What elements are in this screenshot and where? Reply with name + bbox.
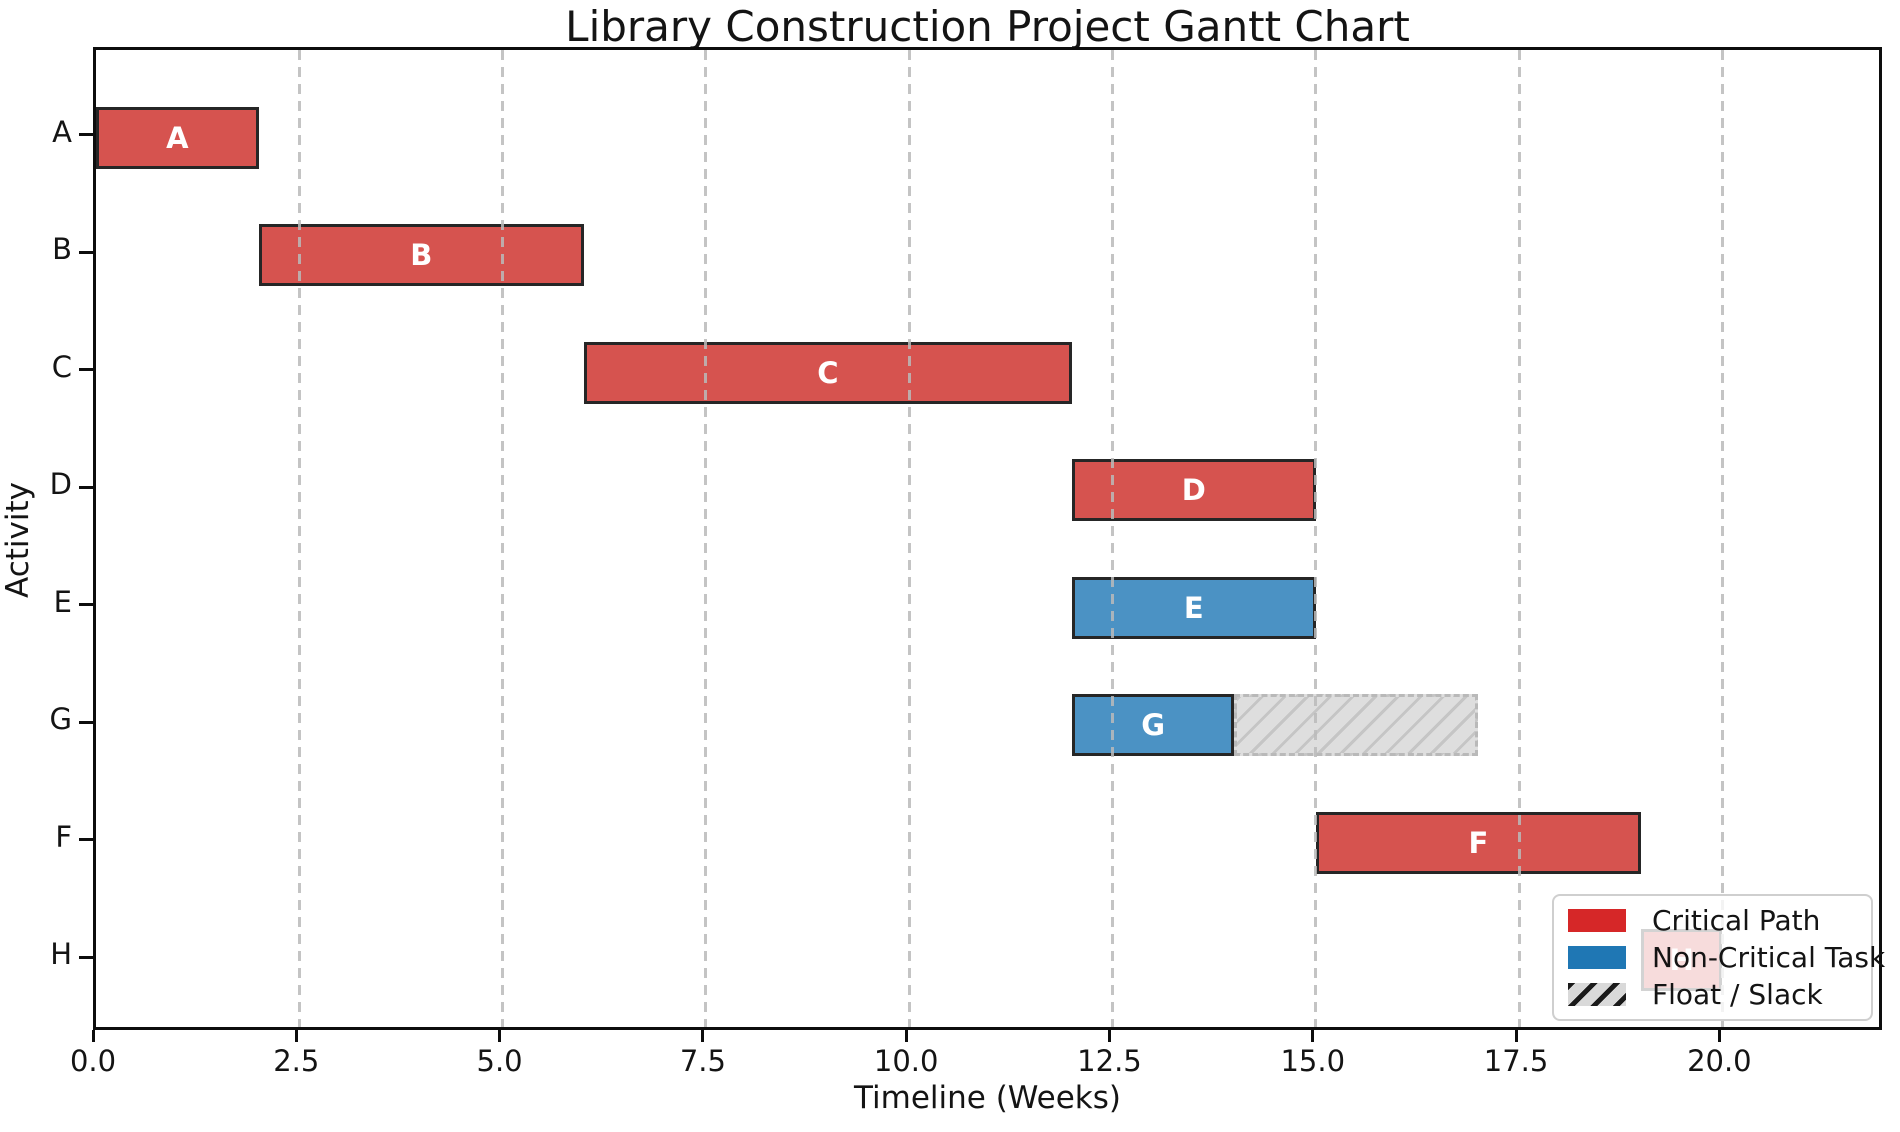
gridline-x-5.0 (501, 50, 505, 1027)
gantt-bar-a: A (96, 106, 259, 169)
gantt-bar-label: G (1141, 708, 1166, 742)
legend-item-float: Float / Slack (1554, 978, 1871, 1011)
legend-label: Non-Critical Task (1652, 941, 1886, 974)
x-tick-mark (91, 1030, 95, 1042)
x-tick-label: 12.5 (1077, 1044, 1142, 1078)
legend-label: Float / Slack (1652, 978, 1823, 1011)
gridline-x-2.5 (297, 50, 301, 1027)
critical-swatch-icon (1568, 909, 1626, 932)
gantt-bar-label: D (1181, 473, 1206, 507)
x-tick-label: 17.5 (1483, 1044, 1549, 1078)
x-tick-mark (1107, 1030, 1111, 1042)
x-tick-label: 20.0 (1687, 1044, 1752, 1078)
y-tick-mark (79, 250, 93, 254)
chart-title: Library Construction Project Gantt Chart (565, 2, 1410, 51)
x-tick-mark (904, 1030, 908, 1042)
x-tick-mark (1717, 1030, 1721, 1042)
y-tick-mark (79, 720, 93, 724)
legend-item-noncritical: Non-Critical Task (1554, 941, 1885, 974)
y-tick-mark (79, 838, 93, 841)
legend-item-critical: Critical Path (1554, 904, 1871, 937)
x-tick-label: 10.0 (873, 1044, 939, 1078)
gantt-bar-g: G (1071, 694, 1235, 756)
x-tick-label: 15.0 (1280, 1044, 1346, 1078)
x-tick-label: 2.5 (273, 1044, 320, 1078)
gantt-bar-label: F (1468, 825, 1489, 860)
x-tick-label: 7.5 (679, 1044, 726, 1078)
x-tick-label: 5.0 (476, 1044, 523, 1078)
y-tick-mark (79, 485, 93, 489)
x-tick-mark (1311, 1030, 1315, 1042)
gridline-x-7.5 (704, 50, 708, 1027)
x-tick-mark (701, 1030, 705, 1042)
legend: Critical Path Non-Critical Task Float / Sl… (1552, 894, 1885, 1021)
y-tick-label-e: E (53, 584, 72, 619)
gantt-bar-b: B (258, 224, 584, 286)
y-tick-label-h: H (50, 937, 72, 971)
gantt-bar-c: C (583, 341, 1072, 404)
gridline-x-20.0 (1720, 50, 1724, 1027)
y-tick-label-g: G (49, 702, 72, 736)
y-tick-label-b: B (52, 232, 72, 266)
y-tick-mark (79, 368, 93, 371)
gantt-bar-label: A (166, 120, 189, 155)
y-tick-label-a: A (52, 114, 72, 149)
x-tick-label: 0.0 (69, 1044, 117, 1078)
x-axis-label: Timeline (Weeks) (854, 1080, 1121, 1116)
gridline-x-12.5 (1110, 50, 1114, 1027)
gantt-bar-e: E (1071, 576, 1316, 639)
y-tick-mark (79, 133, 93, 136)
gantt-bar-label: B (410, 238, 433, 272)
gridline-x-17.5 (1517, 50, 1521, 1027)
float-slack-bar-g (1234, 694, 1479, 756)
gantt-bar-label: E (1183, 590, 1204, 625)
noncritical-swatch-icon (1568, 946, 1626, 969)
x-tick-mark (294, 1030, 298, 1042)
gantt-bar-label: C (817, 355, 839, 390)
y-axis-label: Activity (0, 482, 36, 598)
y-tick-label-c: C (51, 349, 72, 384)
y-tick-label-f: F (55, 819, 72, 854)
y-tick-mark (79, 955, 93, 959)
gridline-x-10.0 (907, 50, 911, 1027)
y-tick-label-d: D (49, 467, 72, 501)
float-swatch-icon (1568, 983, 1626, 1006)
gantt-bar-f: F (1315, 811, 1642, 874)
legend-label: Critical Path (1652, 904, 1821, 937)
gantt-bar-d: D (1071, 459, 1316, 521)
x-tick-mark (1514, 1030, 1518, 1042)
x-tick-mark (498, 1030, 502, 1042)
gridline-x-15.0 (1314, 50, 1318, 1027)
y-tick-mark (79, 603, 93, 606)
